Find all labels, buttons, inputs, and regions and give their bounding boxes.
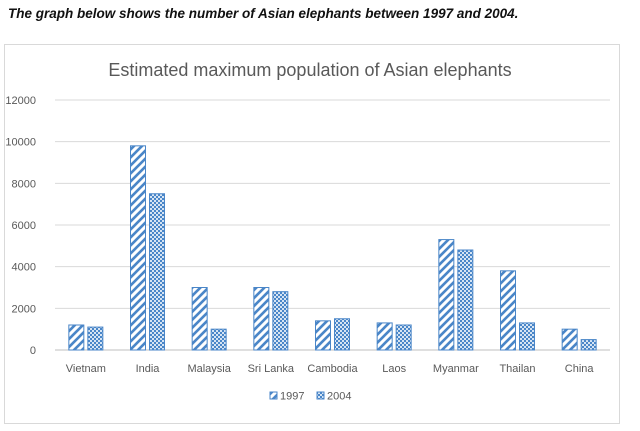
y-tick-label: 6000 — [12, 220, 36, 232]
y-tick-label: 0 — [30, 345, 36, 357]
bars — [68, 145, 597, 351]
x-category-label: Malaysia — [187, 363, 231, 375]
y-tick-label: 4000 — [12, 262, 36, 274]
x-category-label: Sri Lanka — [248, 363, 295, 375]
x-category-label: Vietnam — [66, 363, 106, 375]
bar-2004-laos — [395, 324, 412, 351]
legend-label: 2004 — [327, 391, 351, 403]
x-category-label: Laos — [382, 363, 406, 375]
bar-2004-thailan — [519, 322, 535, 351]
bar-1997-thailan — [500, 270, 516, 351]
x-category-label: Cambodia — [307, 363, 358, 375]
x-axis-labels: Vietnam India Malaysia Sri Lanka Cambodia Lao… — [66, 363, 595, 375]
bar-1997-malaysia — [191, 287, 208, 351]
y-tick-label: 10000 — [5, 137, 36, 149]
chart-caption: The graph below shows the number of Asia… — [8, 6, 519, 21]
bar-1997-india — [130, 145, 146, 351]
bar-2004-malaysia — [210, 328, 227, 351]
bar-1997-china — [561, 328, 578, 351]
legend-label: 1997 — [280, 391, 304, 403]
y-tick-label: 12000 — [5, 95, 36, 107]
bar-1997-cambodia — [315, 320, 331, 351]
chart-title: Estimated maximum population of Asian el… — [108, 60, 511, 80]
bar-2004-myanmar — [457, 249, 474, 351]
bar-2004-china — [580, 339, 597, 351]
legend-swatch-1997 — [269, 391, 278, 400]
x-category-label: India — [136, 363, 161, 375]
y-axis-ticks: 0 2000 4000 6000 8000 10000 12000 — [5, 95, 36, 357]
legend-swatch-2004 — [316, 391, 325, 400]
y-tick-label: 8000 — [12, 178, 36, 190]
x-category-label: China — [565, 363, 595, 375]
bar-2004-india — [149, 193, 165, 351]
bar-1997-vietnam — [68, 324, 85, 351]
bar-1997-laos — [376, 322, 393, 351]
x-category-label: Myanmar — [433, 363, 479, 375]
x-category-label: Thailan — [499, 363, 535, 375]
gridlines — [55, 99, 610, 351]
y-tick-label: 2000 — [12, 303, 36, 315]
legend: 1997 2004 — [269, 391, 351, 403]
bar-2004-cambodia — [334, 318, 350, 351]
bar-1997-sri-lanka — [253, 287, 270, 351]
bar-2004-vietnam — [87, 326, 104, 351]
bar-1997-myanmar — [438, 239, 455, 351]
bar-2004-sri-lanka — [272, 291, 289, 351]
chart-frame — [4, 44, 620, 424]
